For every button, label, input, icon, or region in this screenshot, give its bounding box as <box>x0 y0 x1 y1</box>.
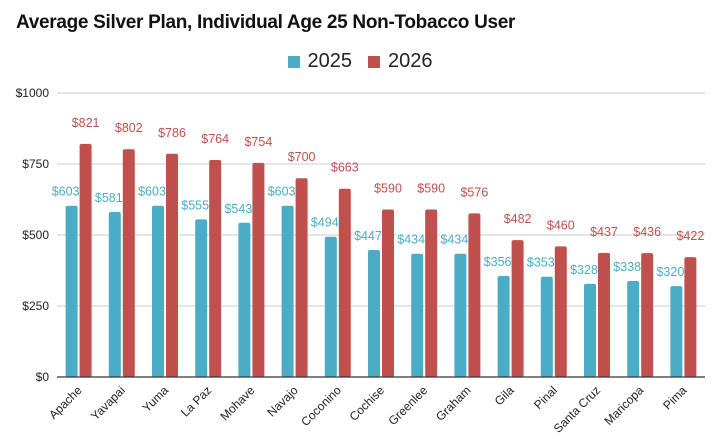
data-label-2026: $590 <box>417 181 445 195</box>
data-label-2025: $603 <box>268 185 296 199</box>
x-tick-label: Navajo <box>264 383 301 420</box>
x-tick-label: Santa Cruz <box>551 383 603 435</box>
bar-2025 <box>411 253 424 377</box>
x-tick-label: Cochise <box>347 383 388 424</box>
bar-2025 <box>195 219 208 377</box>
data-label-2025: $603 <box>138 185 166 199</box>
bar-2025 <box>368 250 380 377</box>
data-label-2026: $700 <box>288 150 316 164</box>
legend-label-2025: 2025 <box>307 50 353 72</box>
x-tick-label: La Paz <box>178 383 214 419</box>
x-tick-label: Maricopa <box>602 383 647 428</box>
bar-2025 <box>454 253 467 377</box>
x-tick-label: Yavapai <box>88 383 128 423</box>
legend-item-2025[interactable]: 2025 <box>287 50 353 73</box>
bar-2026 <box>338 188 351 377</box>
data-label-2026: $576 <box>460 185 488 199</box>
bar-2025 <box>152 205 164 377</box>
bar-2026 <box>598 252 610 377</box>
data-label-2026: $460 <box>547 218 575 232</box>
bar-2026 <box>252 162 265 377</box>
data-label-2025: $320 <box>656 265 684 279</box>
bar-2026 <box>209 160 222 377</box>
data-label-2026: $422 <box>676 229 704 243</box>
data-label-2026: $786 <box>158 126 186 140</box>
y-tick-label: $750 <box>22 157 49 171</box>
data-label-2026: $482 <box>504 212 532 226</box>
y-tick-label: $250 <box>22 299 49 313</box>
data-label-2025: $447 <box>354 229 382 243</box>
chart-title: Average Silver Plan, Individual Age 25 N… <box>16 12 516 33</box>
bar-2025 <box>584 283 596 377</box>
bar-2025 <box>108 211 121 377</box>
data-label-2025: $356 <box>484 255 512 269</box>
data-label-2026: $821 <box>72 116 100 130</box>
legend-swatch-2026 <box>368 55 380 68</box>
x-tick-label: Yuma <box>140 383 172 415</box>
data-label-2025: $581 <box>95 191 123 205</box>
bar-2026 <box>641 253 654 377</box>
bar-2025 <box>627 281 640 377</box>
bar-2026 <box>684 257 697 377</box>
data-label-2026: $590 <box>374 181 402 195</box>
legend-item-2026[interactable]: 2026 <box>368 50 433 73</box>
data-label-2026: $437 <box>590 225 618 239</box>
bar-2025 <box>497 275 510 377</box>
x-tick-label: Graham <box>433 383 474 424</box>
bar-2026 <box>166 153 178 377</box>
data-label-2026: $436 <box>633 225 661 239</box>
bar-2025 <box>238 222 251 377</box>
y-tick-label: $1000 <box>16 86 50 100</box>
x-tick-label: Gila <box>492 383 517 408</box>
bar-2026 <box>554 246 567 377</box>
data-label-2026: $802 <box>115 121 143 135</box>
data-label-2025: $328 <box>570 263 598 277</box>
bar-2025 <box>65 205 78 377</box>
data-label-2025: $434 <box>440 233 468 247</box>
x-tick-label: Pima <box>660 383 689 412</box>
y-tick-label: $0 <box>36 370 50 384</box>
data-label-2026: $663 <box>331 161 359 175</box>
bar-2026 <box>79 143 92 377</box>
bar-2026 <box>382 209 394 377</box>
bar-2026 <box>425 209 438 377</box>
bar-2026 <box>122 149 135 377</box>
x-tick-label: Greenlee <box>386 383 431 428</box>
x-tick-label: Apache <box>46 383 85 422</box>
x-tick-label: Pinal <box>531 383 560 412</box>
x-tick-label: Coconino <box>298 383 344 429</box>
data-label-2025: $555 <box>181 198 209 212</box>
legend: 2025 2026 <box>0 50 720 73</box>
data-label-2025: $603 <box>52 185 80 199</box>
data-label-2026: $764 <box>201 132 229 146</box>
bar-2026 <box>295 178 308 377</box>
y-tick-label: $500 <box>22 228 49 242</box>
bar-2025 <box>540 276 553 377</box>
legend-swatch-2025 <box>287 55 300 68</box>
x-tick-label: Mohave <box>217 383 257 423</box>
data-label-2026: $754 <box>244 135 272 149</box>
data-label-2025: $353 <box>527 256 555 270</box>
bar-2025 <box>281 205 294 377</box>
data-label-2025: $494 <box>311 216 339 230</box>
bar-2026 <box>468 213 481 377</box>
data-label-2025: $543 <box>224 202 252 216</box>
bar-2025 <box>324 236 337 377</box>
bar-2026 <box>511 240 524 377</box>
bar-2025 <box>670 286 683 377</box>
legend-label-2026: 2026 <box>388 50 433 72</box>
data-label-2025: $338 <box>613 260 641 274</box>
data-label-2025: $434 <box>397 233 425 247</box>
